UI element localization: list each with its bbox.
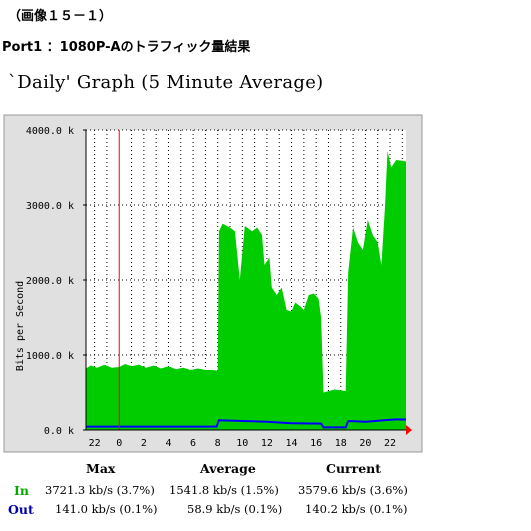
- stats-row-in-label: In: [14, 483, 29, 498]
- y-axis-label: Bits per Second: [15, 281, 26, 371]
- x-tick-label: 10: [236, 438, 248, 449]
- graph-title: `Daily' Graph (5 Minute Average): [8, 72, 324, 93]
- x-tick-label: 20: [359, 438, 371, 449]
- y-tick-label: 1000.0 k: [26, 351, 74, 362]
- x-tick-label: 16: [310, 438, 322, 449]
- y-tick-labels: 0.0 k 1000.0 k 2000.0 k 3000.0 k 4000.0 k: [26, 126, 74, 437]
- stats-table: Max Average Current In 3721.3 kb/s (3.7%…: [0, 458, 531, 528]
- x-tick-label: 8: [215, 438, 221, 449]
- port-title: Port1 ：1080P-Aのトラフィック量結果: [2, 40, 251, 55]
- x-tick-label: 0: [116, 438, 122, 449]
- x-tick-label: 18: [335, 438, 347, 449]
- stats-row-out-label: Out: [8, 502, 34, 517]
- stats-in-current: 3579.6 kb/s (3.6%): [298, 483, 408, 497]
- x-tick-label: 2: [141, 438, 147, 449]
- y-tick-label: 3000.0 k: [26, 201, 74, 212]
- x-tick-labels: 22 0 2 4 6 8 10 12 14 16 18 20 22: [89, 438, 396, 449]
- x-tick-label: 4: [165, 438, 171, 449]
- stats-header-max: Max: [86, 461, 116, 476]
- x-tick-label: 6: [190, 438, 196, 449]
- in-traffic-area: [86, 150, 406, 430]
- x-tick-label: 22: [384, 438, 396, 449]
- y-tick-label: 0.0 k: [44, 426, 74, 437]
- y-tick-label: 4000.0 k: [26, 126, 74, 137]
- stats-header-current: Current: [326, 461, 382, 476]
- y-tick-label: 2000.0 k: [26, 276, 74, 287]
- axes: [83, 129, 406, 431]
- stats-out-average: 58.9 kb/s (0.1%): [187, 502, 283, 516]
- image-caption: （画像１５－１）: [8, 9, 113, 24]
- stats-out-max: 141.0 kb/s (0.1%): [55, 502, 158, 516]
- stats-in-average: 1541.8 kb/s (1.5%): [169, 483, 279, 497]
- x-tick-label: 12: [261, 438, 273, 449]
- x-tick-label: 22: [89, 438, 101, 449]
- x-tick-label: 14: [286, 438, 298, 449]
- x-axis-arrow: [406, 425, 412, 435]
- out-traffic-line: [86, 418, 407, 429]
- stats-header-average: Average: [200, 461, 256, 476]
- stats-out-current: 140.2 kb/s (0.1%): [305, 502, 408, 516]
- stats-in-max: 3721.3 kb/s (3.7%): [45, 483, 155, 497]
